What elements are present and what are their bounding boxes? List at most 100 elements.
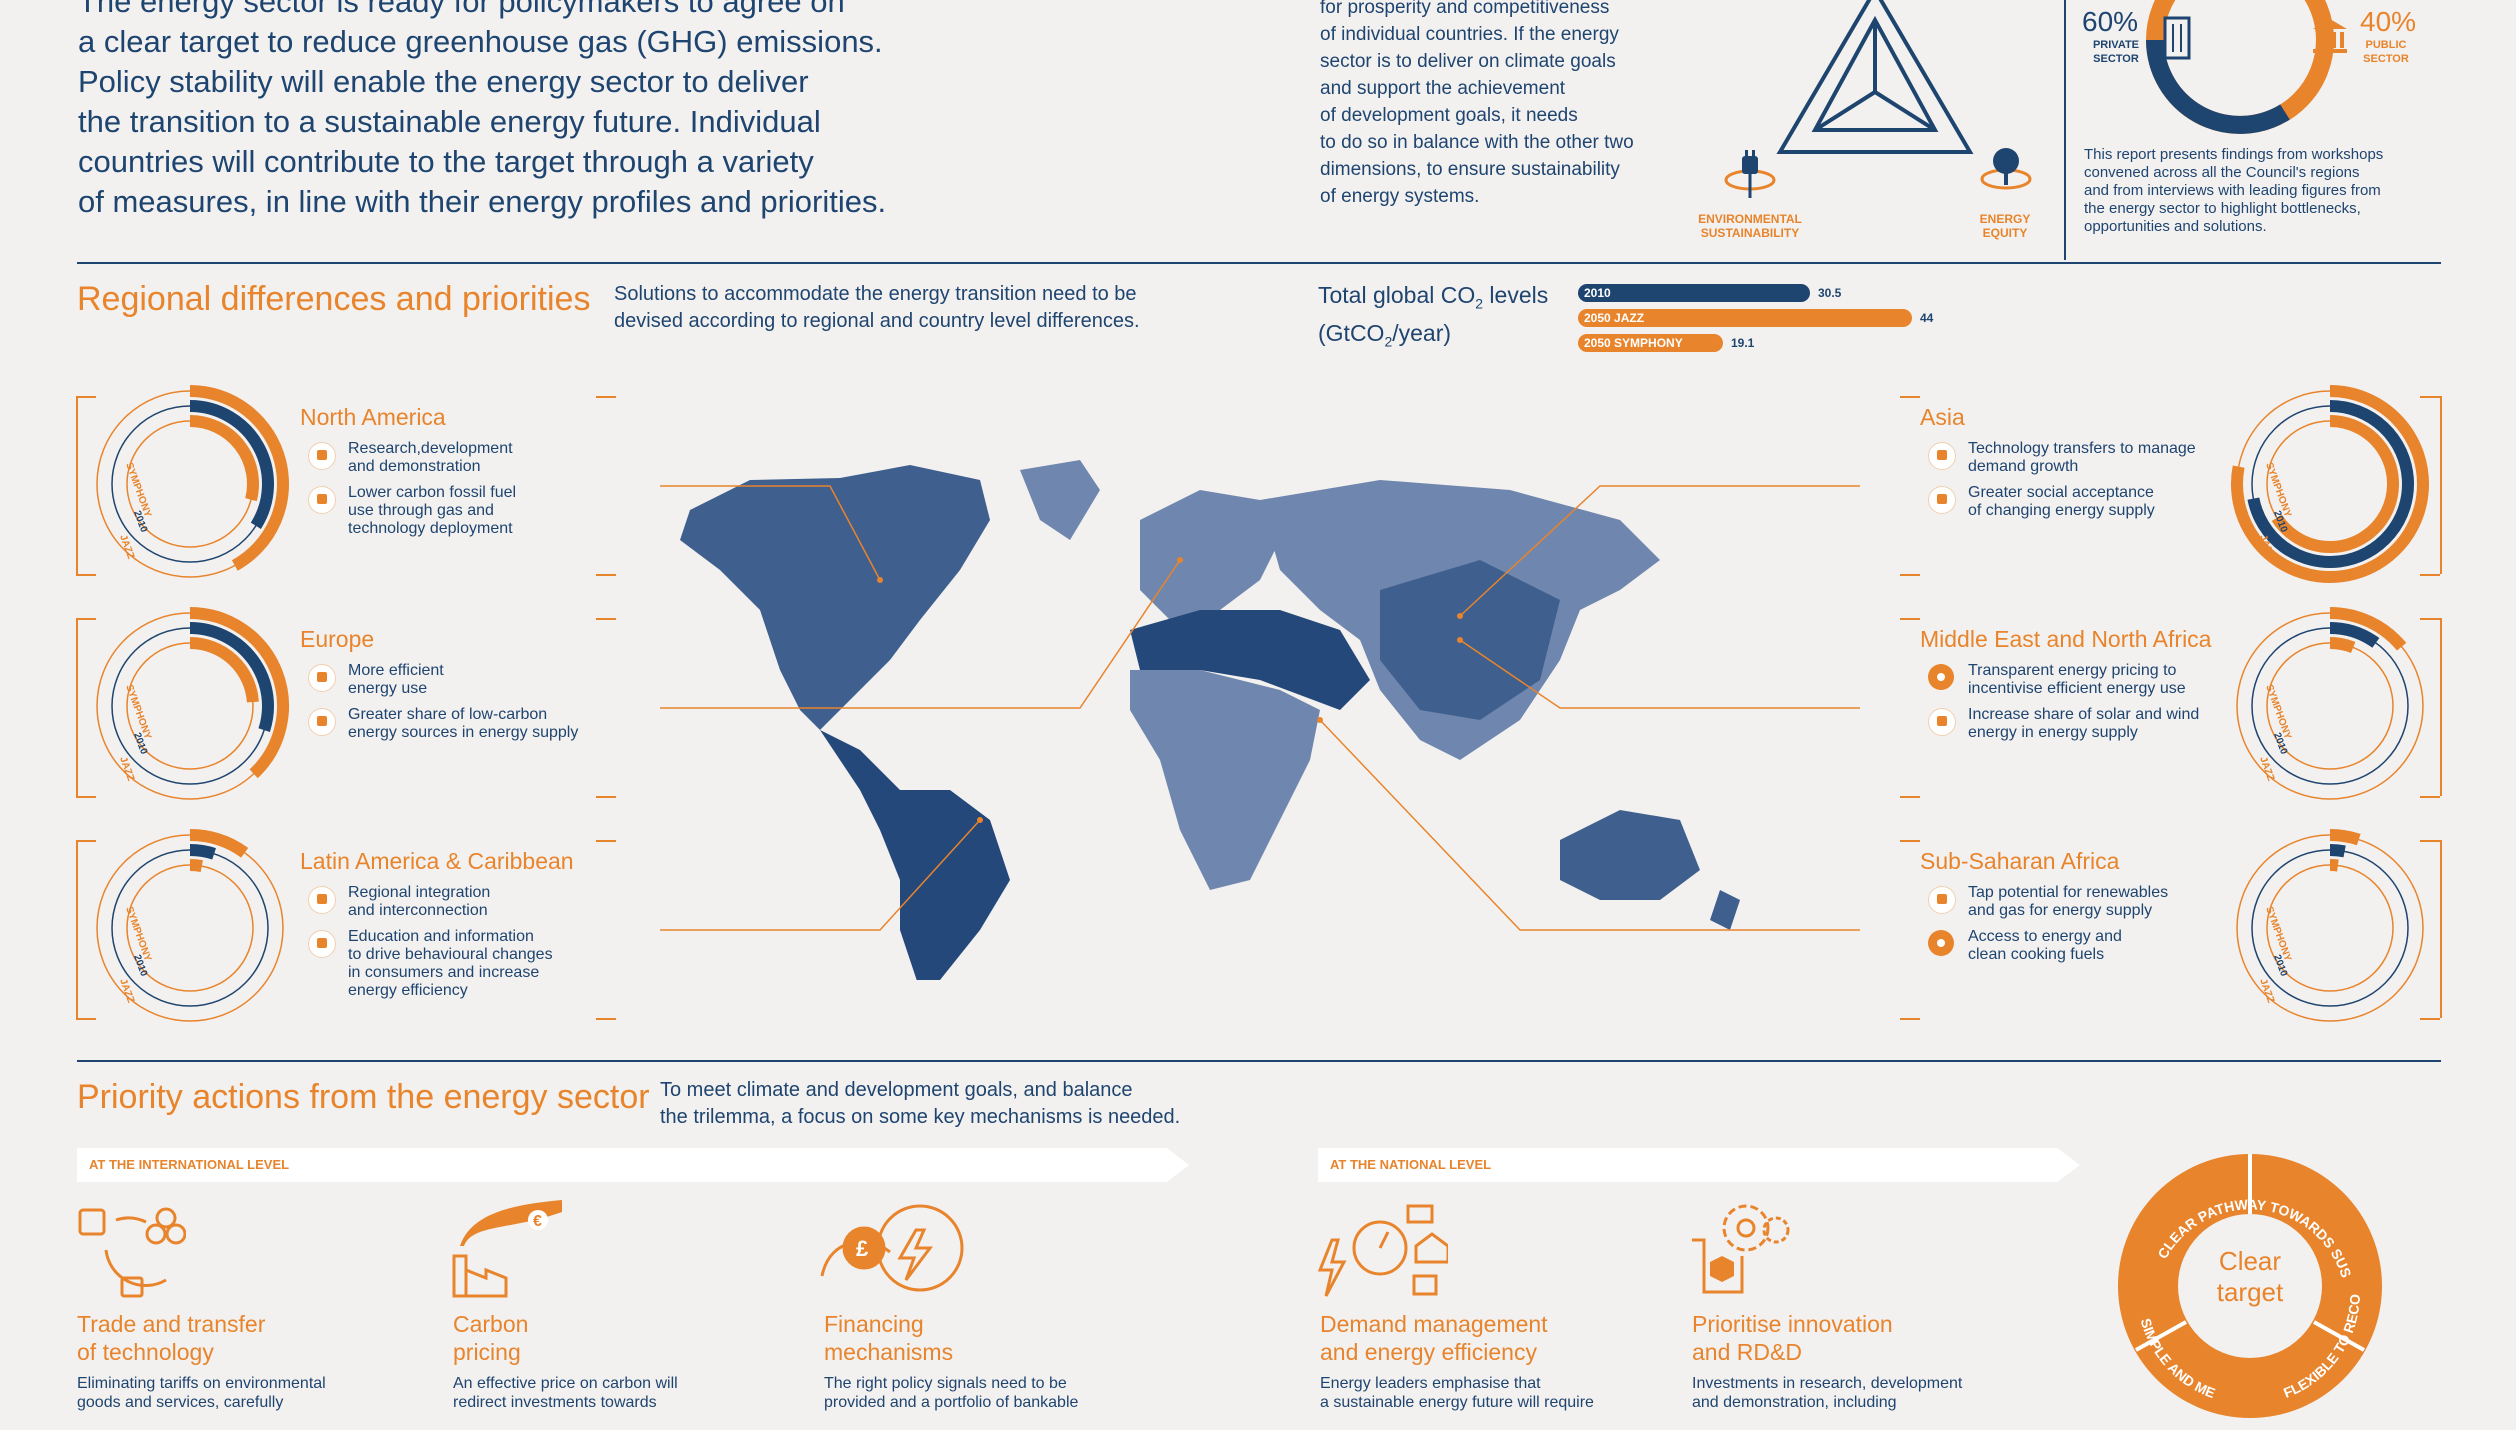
- section-divider-bottom: [77, 1060, 2441, 1062]
- priority-bullet-icon: [308, 664, 336, 692]
- priority-title: Priority actions from the energy sector: [77, 1078, 650, 1117]
- svg-text:£: £: [856, 1236, 869, 1261]
- region-title: Europe: [300, 626, 374, 653]
- map-greenland: [1020, 460, 1100, 540]
- action-text-line: a sustainable energy future will require: [1320, 1393, 1594, 1412]
- co2-label: Total global CO2 levels (GtCO2/year): [1318, 281, 1548, 356]
- env-sustainability-label: ENVIRONMENTAL SUSTAINABILITY: [1680, 212, 1820, 240]
- bullet-icon-glyph: [317, 672, 327, 682]
- intro-text: The energy sector is ready for policymak…: [78, 0, 958, 222]
- carbon-pricing-icon: €: [452, 1200, 562, 1300]
- public-building-icon: [2310, 16, 2350, 61]
- action-text-line: goods and services, carefully: [77, 1393, 326, 1412]
- action-text-line: redirect investments towards: [453, 1393, 678, 1412]
- priority-bullet-icon: [1928, 886, 1956, 914]
- priority-bullet-icon: [1928, 486, 1956, 514]
- bullet-line: and gas for energy supply: [1968, 902, 2168, 920]
- bracket-tick: [596, 396, 616, 398]
- priority-bullet-icon: [308, 486, 336, 514]
- map-north-america: [680, 465, 990, 730]
- priority-description: To meet climate and development goals, a…: [660, 1077, 1360, 1131]
- map-europe: [1140, 490, 1280, 620]
- bullet-line: in consumers and increase: [348, 964, 553, 982]
- action-title-line: Demand management: [1320, 1310, 1548, 1338]
- bracket-tick: [596, 1018, 616, 1020]
- priority-bullet-icon: [1928, 708, 1956, 736]
- action-title-line: Trade and transfer: [77, 1310, 265, 1338]
- region-title: North America: [300, 404, 446, 431]
- map-sub-saharan-africa: [1130, 670, 1320, 890]
- building-icon: [2162, 16, 2192, 56]
- bullet-line: of changing energy supply: [1968, 502, 2155, 520]
- bracket-tick: [1900, 574, 1920, 576]
- action-text-line: An effective price on carbon will: [453, 1374, 678, 1393]
- co2-bar: 2050 SYMPHONY: [1578, 334, 1723, 352]
- bullet-line: energy use: [348, 680, 444, 698]
- co2-bar-value: 44: [1920, 311, 1933, 325]
- bullet-line: to drive behavioural changes: [348, 946, 553, 964]
- action-title-line: mechanisms: [824, 1338, 953, 1366]
- bullet-line: More efficient: [348, 662, 444, 680]
- map-latin-america: [820, 730, 1010, 980]
- section-divider-top: [77, 262, 2441, 264]
- energy-equity-label: ENERGY EQUITY: [1955, 212, 2055, 240]
- ring-arc: [2330, 850, 2345, 851]
- priority-bullet-icon: [308, 442, 336, 470]
- action-text-line: The right policy signals need to be: [824, 1374, 1078, 1393]
- regional-description: Solutions to accommodate the energy tran…: [614, 281, 1254, 335]
- bullet-line: Technology transfers to manage: [1968, 440, 2196, 458]
- bullet-icon-glyph: [317, 494, 327, 504]
- bullet-line: Lower carbon fossil fuel: [348, 484, 516, 502]
- action-text-line: Energy leaders emphasise that: [1320, 1374, 1594, 1393]
- public-sector-pct: 40%: [2360, 6, 2416, 38]
- bullet-icon-glyph: [1937, 939, 1945, 947]
- bracket-tick: [1900, 1018, 1920, 1020]
- bracket-tick: [596, 618, 616, 620]
- ring-arc: [2277, 421, 2393, 547]
- bullet-line: Education and information: [348, 928, 553, 946]
- financing-icon: £: [820, 1196, 970, 1306]
- action-title-line: of technology: [77, 1338, 265, 1366]
- bullet-line: Regional integration: [348, 884, 490, 902]
- action-title-line: and RD&D: [1692, 1338, 1893, 1366]
- map-new-zealand: [1710, 890, 1740, 930]
- bracket-tick: [1900, 618, 1920, 620]
- clear-target-center: Clear target: [2190, 1246, 2310, 1308]
- co2-bar: 2010: [1578, 284, 1810, 302]
- priority-bullet-icon: [308, 930, 336, 958]
- bracket-tick: [596, 574, 616, 576]
- bullet-line: energy sources in energy supply: [348, 724, 578, 742]
- priority-bullet-icon: [308, 708, 336, 736]
- innovation-icon: [1690, 1196, 1820, 1306]
- bullet-line: energy efficiency: [348, 982, 553, 1000]
- bullet-icon-glyph: [1937, 673, 1945, 681]
- bullet-icon-glyph: [1937, 894, 1947, 904]
- bullet-line: and demonstration: [348, 458, 513, 476]
- regional-title: Regional differences and priorities: [77, 280, 590, 319]
- action-text-line: provided and a portfolio of bankable: [824, 1393, 1078, 1412]
- bullet-line: energy in energy supply: [1968, 724, 2199, 742]
- bullet-line: Research,development: [348, 440, 513, 458]
- bracket-tick: [596, 796, 616, 798]
- column-divider: [2064, 0, 2066, 260]
- bullet-icon-glyph: [1937, 450, 1947, 460]
- bullet-line: demand growth: [1968, 458, 2196, 476]
